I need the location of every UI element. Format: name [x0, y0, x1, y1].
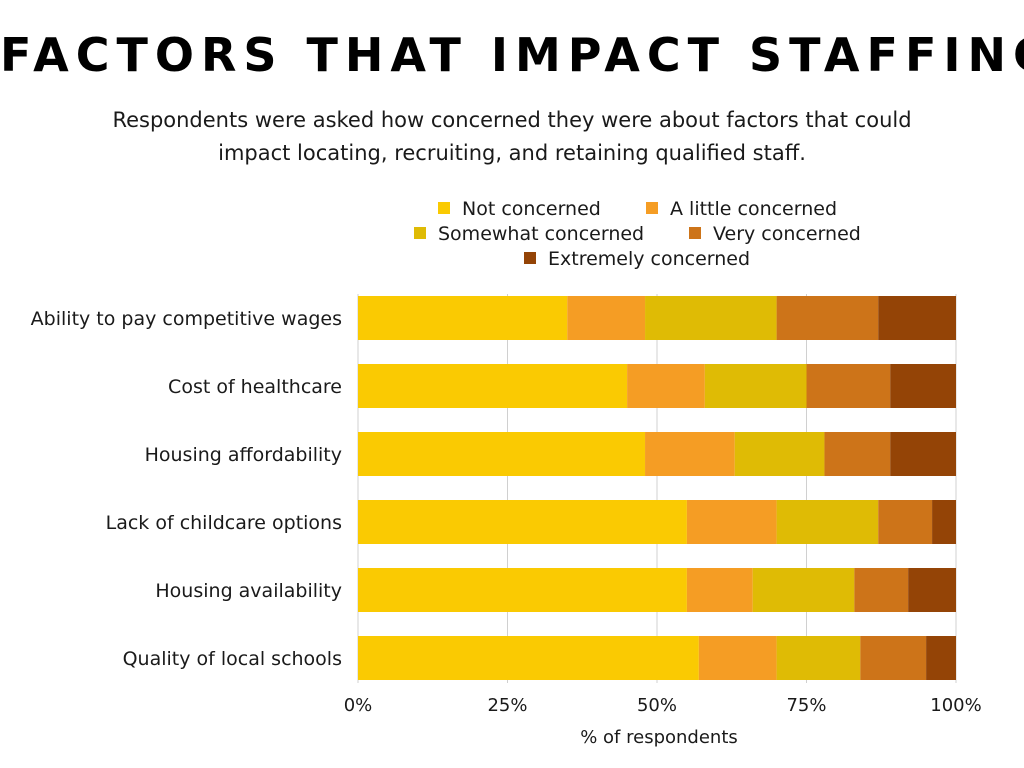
- legend-swatch-1: [646, 202, 658, 214]
- bar-segment-0-4: [878, 296, 956, 340]
- bar-segment-1-0: [358, 364, 628, 408]
- category-label-0: Ability to pay competitive wages: [31, 308, 342, 330]
- legend-label-4: Extremely concerned: [548, 248, 750, 270]
- bar-segment-5-4: [926, 636, 956, 680]
- category-labels: Ability to pay competitive wages Cost of …: [31, 308, 342, 670]
- gridlines: [357, 294, 957, 683]
- category-label-3: Lack of childcare options: [106, 512, 342, 534]
- bar-segment-5-2: [776, 636, 861, 680]
- bar-segment-3-3: [878, 500, 933, 544]
- legend-swatch-2: [414, 227, 426, 239]
- bar-segment-0-1: [567, 296, 646, 340]
- bar-segment-1-3: [806, 364, 891, 408]
- category-label-2: Housing affordability: [145, 444, 342, 466]
- bar-segment-4-2: [752, 568, 855, 612]
- legend-swatch-4: [524, 252, 536, 264]
- bar-segment-5-0: [358, 636, 699, 680]
- x-tick-label-2: 50%: [637, 695, 677, 716]
- x-tick-label-1: 25%: [487, 695, 527, 716]
- legend-label-1: A little concerned: [670, 198, 837, 220]
- category-label-4: Housing availability: [155, 580, 342, 602]
- bar-segment-2-4: [890, 432, 956, 476]
- bar-segment-4-3: [854, 568, 909, 612]
- bar-segment-2-0: [358, 432, 646, 476]
- x-tick-label-3: 75%: [786, 695, 826, 716]
- bar-segment-3-2: [776, 500, 879, 544]
- bar-segment-0-0: [358, 296, 568, 340]
- bar-segment-3-1: [686, 500, 777, 544]
- x-tick-label-0: 0%: [344, 695, 373, 716]
- legend: Not concerned A little concerned Somewhat …: [414, 198, 861, 270]
- category-label-5: Quality of local schools: [123, 648, 342, 670]
- x-axis-ticks: 0% 25% 50% 75% 100%: [344, 695, 982, 716]
- bar-segment-4-0: [358, 568, 687, 612]
- category-label-1: Cost of healthcare: [168, 376, 342, 398]
- bar-segment-1-2: [704, 364, 807, 408]
- legend-swatch-3: [689, 227, 701, 239]
- bar-segment-4-1: [686, 568, 753, 612]
- legend-label-3: Very concerned: [713, 223, 861, 245]
- bar-segment-5-3: [860, 636, 927, 680]
- bar-segment-4-4: [908, 568, 956, 612]
- bar-segment-3-0: [358, 500, 687, 544]
- bar-segment-5-1: [698, 636, 777, 680]
- bar-segment-3-4: [932, 500, 956, 544]
- bar-segment-0-3: [776, 296, 879, 340]
- bar-segment-1-1: [627, 364, 705, 408]
- bar-segment-1-4: [890, 364, 956, 408]
- chart-title: FACTORS THAT IMPACT STAFFING: [0, 28, 1024, 82]
- legend-label-0: Not concerned: [462, 198, 601, 220]
- bars: [358, 296, 956, 680]
- bar-segment-2-1: [645, 432, 735, 476]
- x-tick-label-4: 100%: [930, 695, 981, 716]
- chart-subtitle: Respondents were asked how concerned the…: [112, 108, 912, 165]
- bar-segment-0-2: [645, 296, 777, 340]
- bar-segment-2-2: [734, 432, 825, 476]
- bar-segment-2-3: [824, 432, 891, 476]
- legend-label-2: Somewhat concerned: [438, 223, 644, 245]
- legend-swatch-0: [438, 202, 450, 214]
- x-axis-title: % of respondents: [580, 727, 738, 748]
